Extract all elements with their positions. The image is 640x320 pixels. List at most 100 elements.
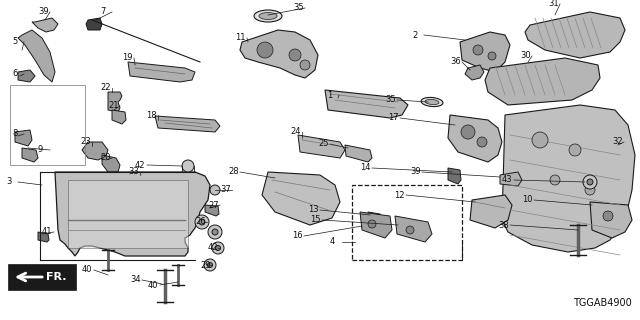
Circle shape	[603, 211, 613, 221]
Circle shape	[257, 42, 273, 58]
Polygon shape	[448, 115, 502, 162]
Bar	[352, 185, 462, 260]
Text: 35: 35	[385, 95, 396, 105]
Text: 12: 12	[394, 190, 404, 199]
Polygon shape	[22, 148, 38, 162]
Text: 14: 14	[360, 164, 371, 172]
Polygon shape	[55, 172, 210, 256]
Text: 21: 21	[108, 101, 118, 110]
Text: 40: 40	[82, 266, 93, 275]
Circle shape	[406, 226, 414, 234]
FancyBboxPatch shape	[8, 264, 76, 290]
Text: FR.: FR.	[46, 272, 67, 282]
Circle shape	[210, 185, 220, 195]
Polygon shape	[525, 12, 625, 58]
Text: 37: 37	[220, 186, 231, 195]
Text: 1: 1	[327, 91, 332, 100]
Text: 40: 40	[148, 281, 159, 290]
Polygon shape	[102, 155, 120, 172]
Polygon shape	[500, 172, 522, 186]
Text: 43: 43	[502, 175, 513, 185]
Polygon shape	[68, 180, 188, 248]
Text: 7: 7	[100, 7, 106, 17]
Text: 13: 13	[308, 205, 319, 214]
Polygon shape	[485, 58, 600, 105]
Polygon shape	[298, 135, 345, 158]
Text: 24: 24	[290, 127, 301, 137]
Circle shape	[550, 175, 560, 185]
Polygon shape	[18, 30, 55, 82]
Text: 2: 2	[412, 30, 417, 39]
Text: 8: 8	[12, 130, 17, 139]
Polygon shape	[368, 212, 382, 226]
Circle shape	[569, 144, 581, 156]
Text: 18: 18	[146, 110, 157, 119]
Polygon shape	[86, 18, 102, 30]
Circle shape	[532, 132, 548, 148]
Text: 28: 28	[228, 167, 239, 177]
Text: 20: 20	[100, 154, 111, 163]
Circle shape	[585, 185, 595, 195]
Ellipse shape	[254, 10, 282, 22]
Polygon shape	[345, 145, 372, 162]
Ellipse shape	[259, 12, 277, 20]
Text: 16: 16	[292, 231, 303, 241]
Polygon shape	[325, 90, 408, 118]
Polygon shape	[205, 205, 219, 216]
Text: 34: 34	[130, 276, 141, 284]
Circle shape	[199, 219, 205, 225]
Text: 35: 35	[293, 4, 303, 12]
Text: 23: 23	[80, 138, 91, 147]
Text: 10: 10	[522, 196, 532, 204]
Text: 26: 26	[195, 218, 205, 227]
Text: TGGAB4900: TGGAB4900	[573, 298, 632, 308]
Polygon shape	[470, 195, 512, 228]
Circle shape	[182, 160, 194, 172]
Bar	[10, 85, 85, 165]
Text: 27: 27	[208, 201, 219, 210]
Circle shape	[477, 137, 487, 147]
Text: 9: 9	[38, 146, 44, 155]
Text: 6: 6	[12, 69, 17, 78]
Polygon shape	[360, 212, 392, 238]
Text: 32: 32	[612, 138, 623, 147]
Polygon shape	[32, 18, 58, 32]
Text: 39: 39	[38, 7, 49, 17]
Circle shape	[289, 49, 301, 61]
Circle shape	[583, 175, 597, 189]
Polygon shape	[82, 142, 108, 160]
Polygon shape	[155, 116, 220, 132]
Polygon shape	[448, 168, 461, 184]
Text: 3: 3	[6, 178, 12, 187]
Polygon shape	[262, 172, 340, 225]
Circle shape	[216, 245, 221, 251]
Circle shape	[488, 52, 496, 60]
Text: 22: 22	[100, 84, 111, 92]
Polygon shape	[590, 202, 632, 238]
Text: 4: 4	[330, 237, 335, 246]
Text: 42: 42	[208, 244, 218, 252]
Polygon shape	[112, 110, 126, 124]
Polygon shape	[240, 30, 318, 78]
Circle shape	[195, 215, 209, 229]
Circle shape	[204, 259, 216, 271]
Text: 5: 5	[12, 37, 17, 46]
Circle shape	[207, 262, 212, 268]
Polygon shape	[460, 32, 510, 72]
Text: 29: 29	[200, 260, 211, 269]
Polygon shape	[502, 105, 635, 252]
Polygon shape	[395, 216, 432, 242]
Text: 39: 39	[410, 167, 420, 177]
Circle shape	[587, 179, 593, 185]
Polygon shape	[38, 232, 49, 242]
Ellipse shape	[425, 100, 439, 105]
Circle shape	[208, 225, 222, 239]
Circle shape	[212, 242, 224, 254]
Text: 33: 33	[128, 167, 139, 177]
Text: 15: 15	[310, 215, 321, 225]
Polygon shape	[465, 65, 484, 80]
Text: 42: 42	[135, 161, 145, 170]
Text: 11: 11	[235, 34, 246, 43]
Circle shape	[368, 220, 376, 228]
Text: 31: 31	[548, 0, 559, 9]
